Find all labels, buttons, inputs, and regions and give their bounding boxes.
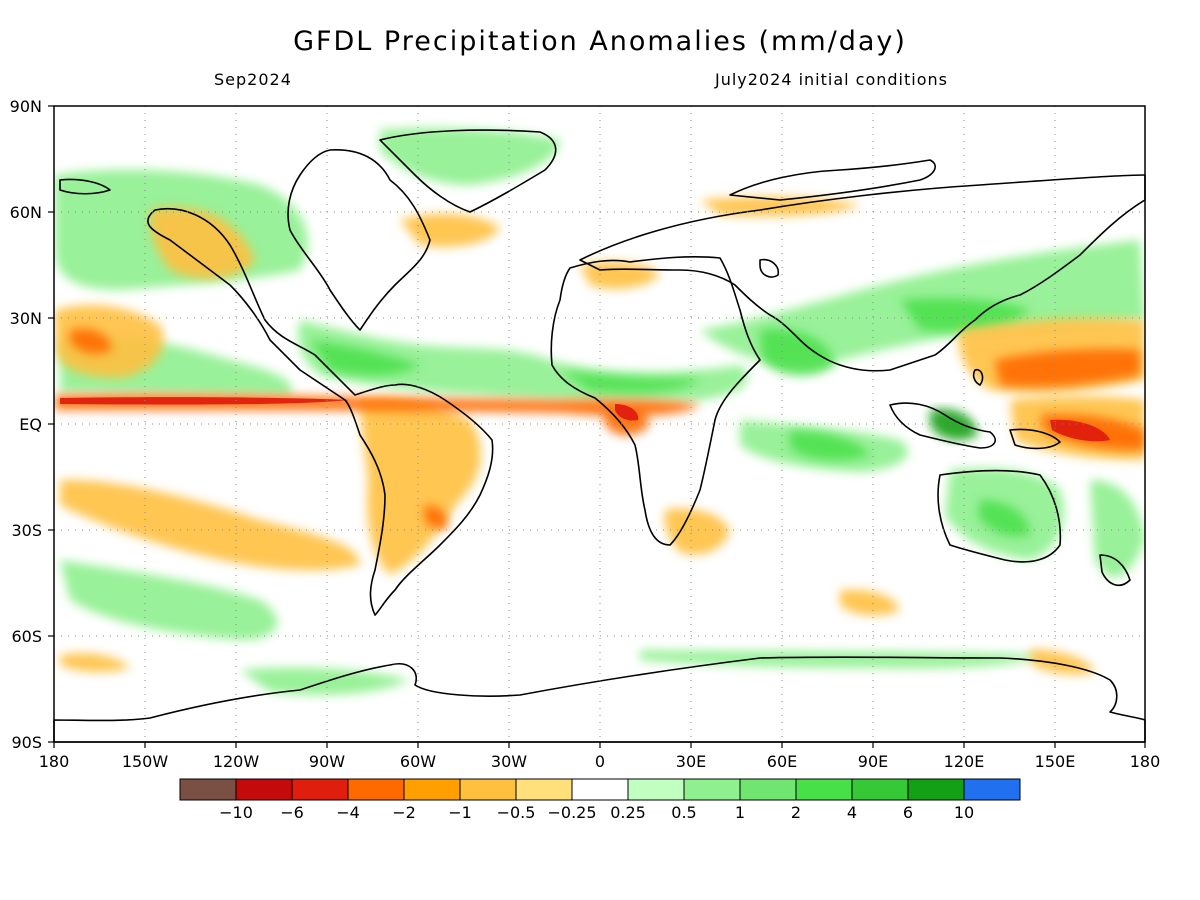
colorbar-swatch	[739, 778, 797, 801]
colorbar-label: −4	[336, 803, 360, 822]
colorbar-label: −2	[392, 803, 416, 822]
colorbar-label: 10	[954, 803, 974, 822]
lon-label: 180	[1130, 752, 1161, 771]
lon-label: 150W	[122, 752, 169, 771]
lon-label: 30E	[676, 752, 706, 771]
colorbar-label: −0.5	[497, 803, 536, 822]
init-conditions-label: July2024 initial conditions	[715, 70, 948, 89]
colorbar-swatch	[291, 778, 349, 801]
colorbar-labels: −10 −6 −4 −2 −1 −0.5 −0.25 0.25 0.5 1 2 4 6 10	[219, 803, 974, 822]
lon-label: 90W	[309, 752, 345, 771]
lon-label: 60E	[767, 752, 797, 771]
colorbar-swatch	[347, 778, 405, 801]
colorbar-swatch	[403, 778, 461, 801]
colorbar	[179, 778, 1021, 801]
map-grid	[54, 106, 1145, 742]
colorbar-swatch	[515, 778, 573, 801]
colorbar-swatch	[179, 778, 237, 801]
lat-label: EQ	[19, 415, 42, 434]
coastlines	[53, 129, 1146, 743]
lon-label: 150E	[1035, 752, 1076, 771]
colorbar-label: 0.5	[671, 803, 696, 822]
lon-label: 120E	[944, 752, 985, 771]
colorbar-swatch	[795, 778, 853, 801]
colorbar-label: 1	[735, 803, 745, 822]
colorbar-label: −10	[219, 803, 253, 822]
lon-label: 90E	[858, 752, 888, 771]
colorbar-swatch	[907, 778, 965, 801]
axis-ticks	[48, 105, 1146, 748]
anomaly-field	[55, 128, 1145, 695]
lon-label: 30W	[491, 752, 527, 771]
colorbar-swatch	[627, 778, 685, 801]
colorbar-swatch	[235, 778, 293, 801]
colorbar-label: 2	[791, 803, 801, 822]
lat-label: 60N	[10, 203, 42, 222]
colorbar-label: 0.25	[610, 803, 646, 822]
colorbar-swatch	[963, 778, 1021, 801]
lon-label: 0	[595, 752, 605, 771]
valid-month-label: Sep2024	[214, 70, 292, 89]
lon-label: 60W	[400, 752, 436, 771]
lat-label: 60S	[11, 627, 42, 646]
lat-label: 30N	[10, 309, 42, 328]
colorbar-label: −0.25	[547, 803, 596, 822]
colorbar-swatch	[571, 778, 629, 801]
colorbar-label: −6	[280, 803, 304, 822]
colorbar-label: −1	[448, 803, 472, 822]
lon-label: 120W	[213, 752, 260, 771]
chart-title: GFDL Precipitation Anomalies (mm/day)	[293, 26, 907, 57]
colorbar-swatch	[459, 778, 517, 801]
colorbar-label: 4	[847, 803, 857, 822]
colorbar-swatch	[683, 778, 741, 801]
lat-label: 90N	[10, 97, 42, 116]
lon-label: 180	[39, 752, 70, 771]
lat-label: 30S	[11, 521, 42, 540]
colorbar-label: 6	[903, 803, 913, 822]
colorbar-swatch	[851, 778, 909, 801]
lat-label: 90S	[11, 733, 42, 752]
